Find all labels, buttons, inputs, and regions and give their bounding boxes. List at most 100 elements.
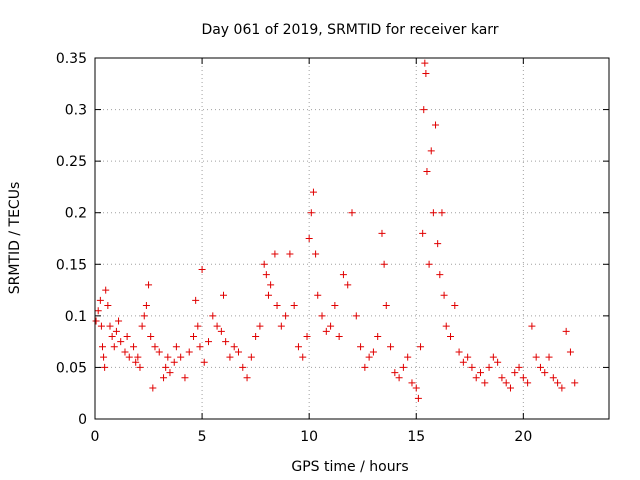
x-tick-label: 5 bbox=[198, 429, 207, 445]
data-point bbox=[164, 353, 172, 361]
data-point bbox=[213, 322, 221, 330]
data-point bbox=[247, 353, 255, 361]
data-point bbox=[436, 271, 444, 279]
data-point bbox=[536, 363, 544, 371]
data-point bbox=[149, 384, 157, 392]
data-point bbox=[194, 322, 202, 330]
data-point bbox=[294, 343, 302, 351]
data-point bbox=[239, 363, 247, 371]
data-point bbox=[440, 291, 448, 299]
data-point bbox=[200, 358, 208, 366]
data-point bbox=[94, 307, 102, 315]
data-point bbox=[472, 374, 480, 382]
data-point bbox=[145, 281, 153, 289]
data-point bbox=[267, 281, 275, 289]
data-point bbox=[101, 363, 109, 371]
data-point bbox=[468, 363, 476, 371]
data-point bbox=[422, 69, 430, 77]
data-point bbox=[220, 291, 227, 299]
data-point bbox=[256, 322, 264, 330]
data-point bbox=[222, 338, 230, 346]
data-point bbox=[464, 353, 472, 361]
data-point bbox=[365, 353, 373, 361]
plot-frame bbox=[94, 57, 610, 420]
data-point bbox=[177, 353, 185, 361]
data-point bbox=[226, 353, 234, 361]
y-tick-label: 0.2 bbox=[65, 206, 87, 222]
x-tick-label: 10 bbox=[300, 429, 318, 445]
data-point bbox=[132, 358, 140, 366]
data-point bbox=[477, 369, 484, 377]
data-point bbox=[558, 384, 566, 392]
data-point bbox=[382, 302, 390, 310]
data-point bbox=[519, 374, 527, 382]
data-point bbox=[115, 317, 123, 325]
data-point bbox=[123, 332, 131, 340]
data-point bbox=[352, 312, 360, 320]
data-point bbox=[528, 322, 536, 330]
data-point bbox=[515, 363, 523, 371]
x-tick-label: 20 bbox=[514, 429, 532, 445]
data-point bbox=[438, 209, 446, 217]
data-point bbox=[361, 363, 369, 371]
data-point bbox=[331, 302, 339, 310]
data-point bbox=[130, 343, 138, 351]
data-point bbox=[427, 147, 435, 155]
data-point bbox=[562, 327, 570, 335]
data-point bbox=[108, 332, 116, 340]
data-point bbox=[481, 379, 489, 387]
data-point bbox=[327, 322, 335, 330]
data-point bbox=[138, 322, 146, 330]
data-point bbox=[112, 327, 120, 335]
data-point bbox=[339, 271, 347, 279]
data-point bbox=[498, 374, 506, 382]
data-point bbox=[387, 343, 395, 351]
data-point bbox=[309, 188, 317, 196]
data-point bbox=[217, 327, 225, 335]
data-point bbox=[429, 209, 437, 217]
data-point bbox=[98, 343, 106, 351]
data-point bbox=[303, 332, 311, 340]
data-point bbox=[541, 369, 549, 377]
data-point bbox=[142, 302, 150, 310]
data-point bbox=[136, 363, 144, 371]
data-point bbox=[348, 209, 356, 217]
data-point bbox=[106, 322, 114, 330]
data-point bbox=[299, 353, 307, 361]
y-tick-label: 0.15 bbox=[56, 257, 87, 273]
data-point bbox=[451, 302, 459, 310]
data-point bbox=[110, 343, 118, 351]
data-point bbox=[97, 322, 105, 330]
data-point bbox=[192, 296, 200, 304]
data-point bbox=[554, 379, 562, 387]
data-point bbox=[282, 312, 290, 320]
data-point bbox=[234, 348, 242, 356]
data-point bbox=[423, 167, 431, 175]
data-point bbox=[442, 322, 450, 330]
data-point bbox=[459, 358, 467, 366]
data-point bbox=[408, 379, 416, 387]
data-point bbox=[172, 343, 180, 351]
data-point bbox=[100, 353, 108, 361]
data-point bbox=[425, 260, 433, 268]
data-point bbox=[412, 384, 420, 392]
data-point bbox=[511, 369, 519, 377]
data-point bbox=[290, 302, 298, 310]
data-point bbox=[252, 332, 260, 340]
data-markers bbox=[92, 59, 579, 402]
data-point bbox=[374, 332, 382, 340]
data-point bbox=[185, 348, 193, 356]
data-point bbox=[549, 374, 557, 382]
grid bbox=[95, 58, 609, 419]
data-point bbox=[162, 363, 170, 371]
y-tick-label: 0.1 bbox=[65, 309, 87, 325]
y-tick-label: 0 bbox=[78, 412, 87, 428]
data-point bbox=[243, 374, 251, 382]
y-axis-label: SRMTID / TECUs bbox=[7, 182, 23, 295]
data-point bbox=[140, 312, 148, 320]
data-point bbox=[134, 353, 142, 361]
data-point bbox=[96, 296, 104, 304]
data-point bbox=[307, 209, 315, 217]
data-point bbox=[305, 235, 313, 242]
